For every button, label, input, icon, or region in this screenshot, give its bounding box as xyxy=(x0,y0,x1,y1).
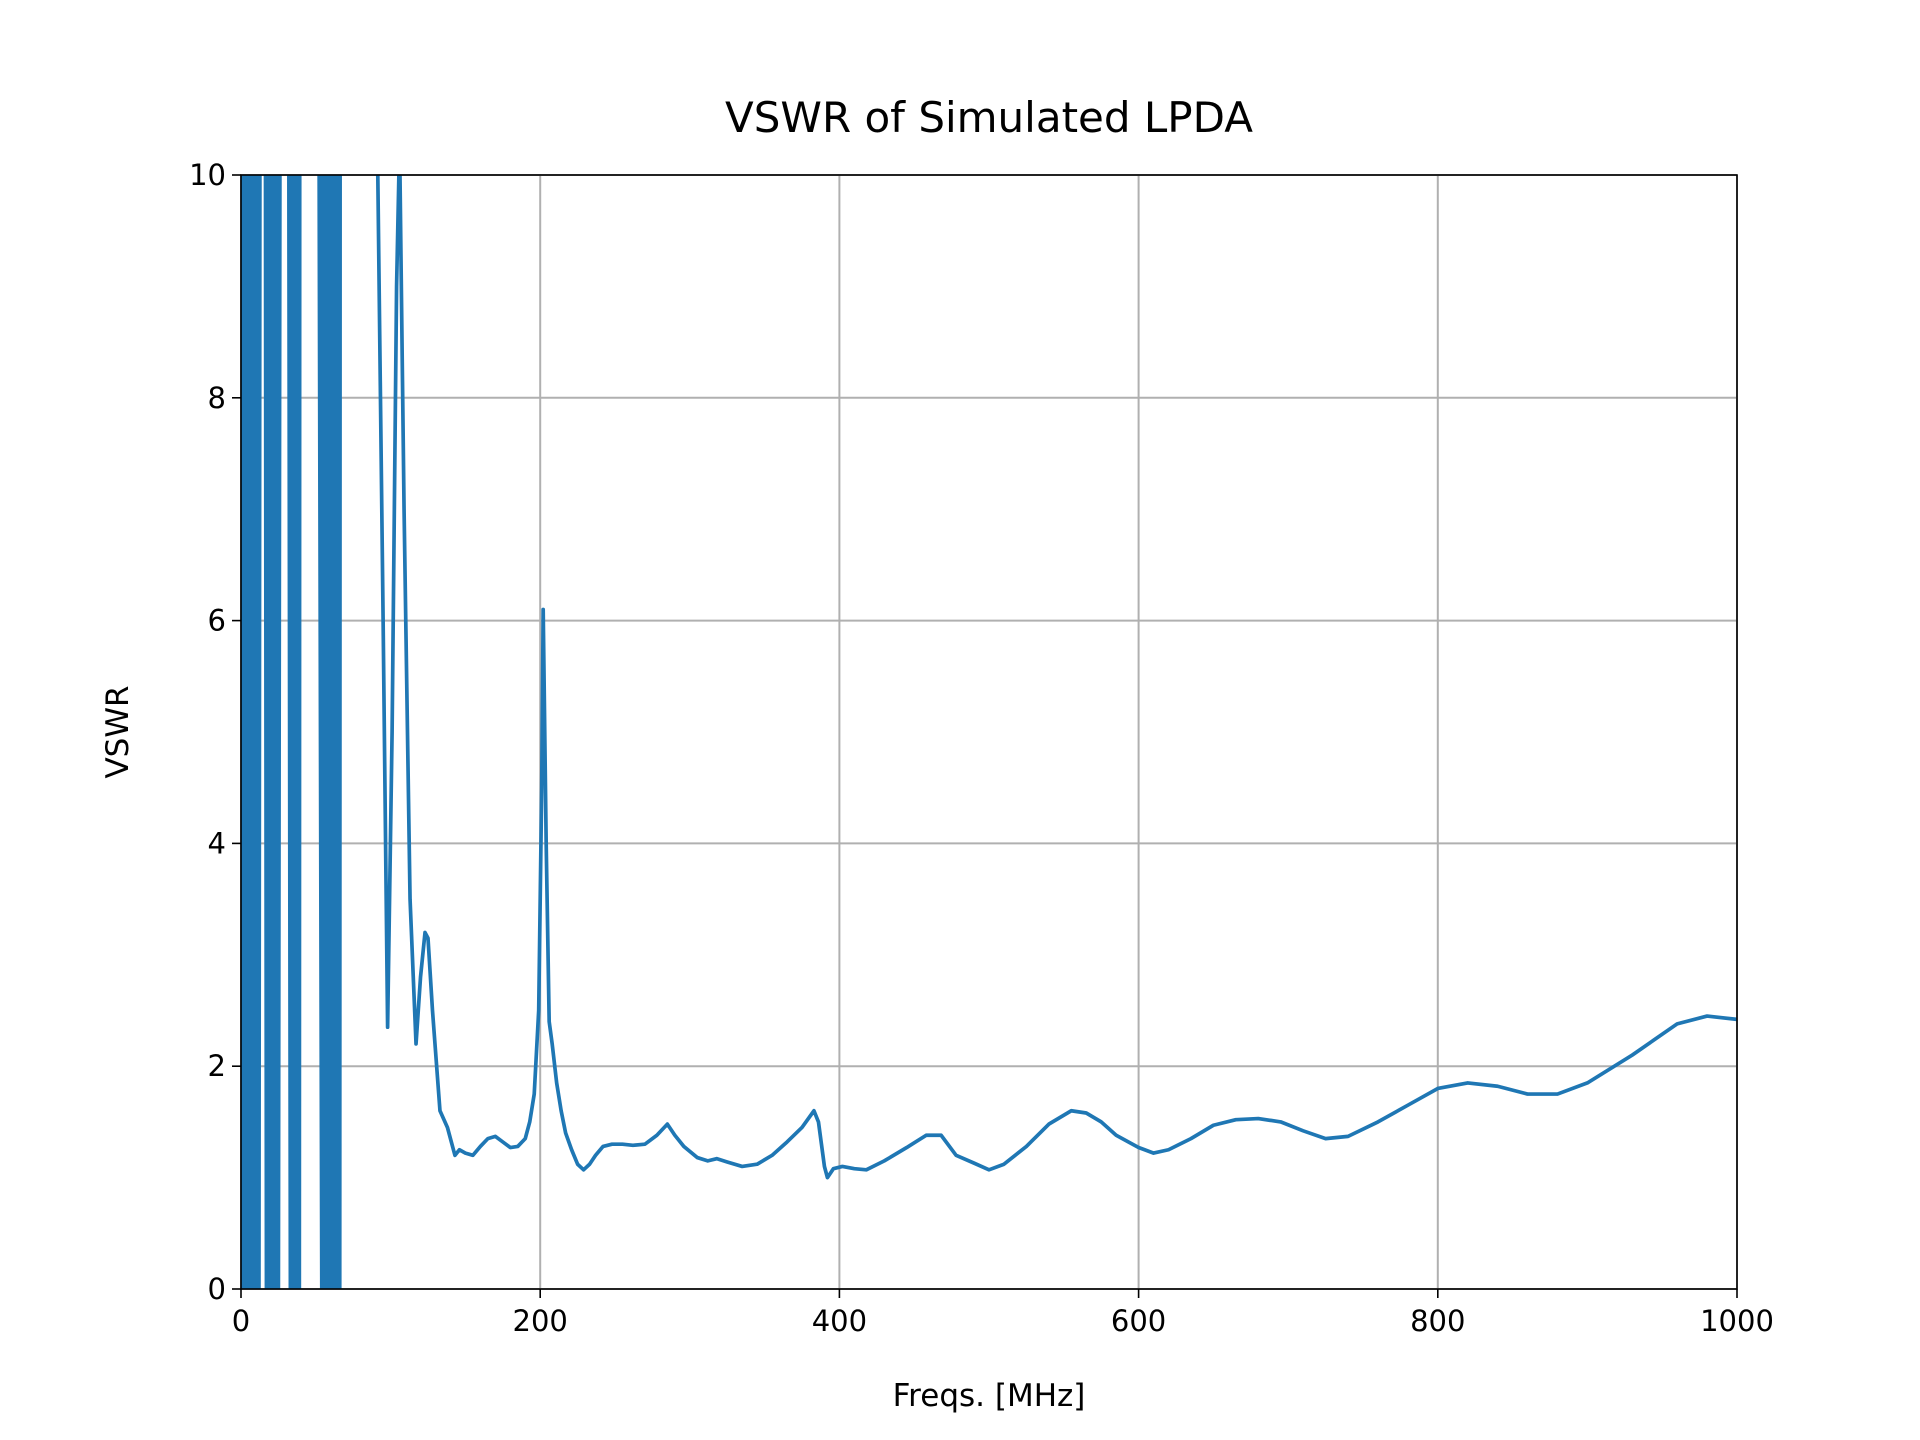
grid xyxy=(240,174,1738,1290)
y-tick-label: 4 xyxy=(208,826,226,860)
x-tick-label: 600 xyxy=(1111,1304,1166,1338)
ticks: 0 200 400 600 800 1000 0 2 4 6 8 10 xyxy=(189,158,1774,1338)
y-tick-label: 2 xyxy=(208,1049,226,1083)
x-tick-label: 200 xyxy=(513,1304,568,1338)
y-tick-label: 0 xyxy=(208,1272,226,1306)
data-line xyxy=(241,175,1737,1289)
x-axis-label: Freqs. [MHz] xyxy=(893,1378,1086,1414)
y-axis-label: VSWR xyxy=(100,685,136,778)
x-tick-label: 0 xyxy=(232,1304,250,1338)
x-tick-label: 400 xyxy=(812,1304,867,1338)
x-tick-label: 1000 xyxy=(1700,1304,1774,1338)
y-tick-label: 6 xyxy=(208,604,226,638)
plot-frame xyxy=(240,174,1738,1290)
y-tick-label: 8 xyxy=(208,381,226,415)
x-tick-label: 800 xyxy=(1410,1304,1465,1338)
plot-area xyxy=(241,175,1737,1289)
y-tick-label: 10 xyxy=(189,158,226,192)
chart-title: VSWR of Simulated LPDA xyxy=(725,93,1253,142)
